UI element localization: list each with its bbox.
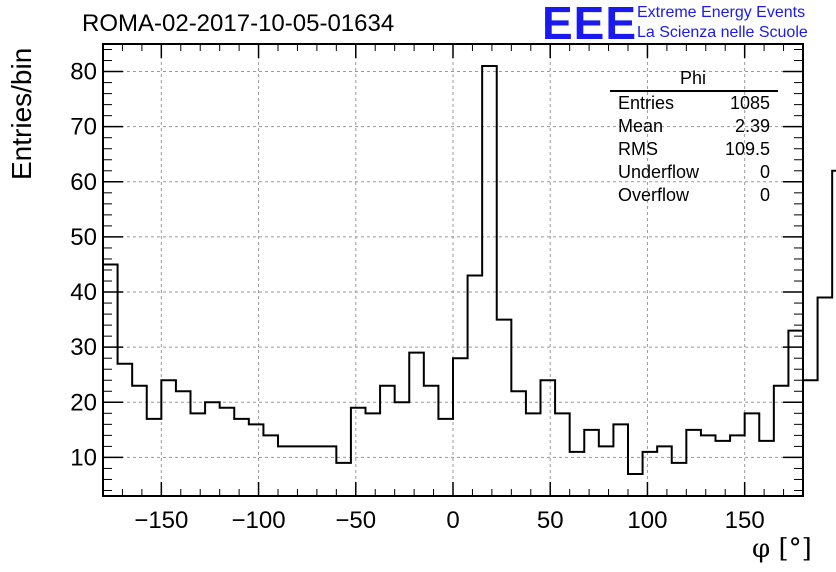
histogram-bin: [759, 441, 774, 496]
histogram-bin: [526, 413, 541, 496]
histogram-bin: [424, 386, 439, 496]
histogram-bin: [803, 380, 818, 496]
y-tick-label: 30: [70, 334, 97, 361]
logo-line-1: Extreme Energy Events: [637, 4, 806, 21]
chart-title: ROMA-02-2017-10-05-01634: [82, 10, 395, 37]
histogram-bin: [220, 408, 235, 496]
eee-logo: EEE: [542, 0, 638, 49]
y-axis-label: Entries/bin: [6, 47, 37, 180]
histogram-bin: [482, 66, 497, 496]
histogram-bin: [686, 430, 701, 496]
histogram-bin: [643, 452, 658, 496]
y-tick-label: 60: [70, 169, 97, 196]
histogram-bin: [468, 276, 483, 496]
histogram-line: [102, 65, 836, 496]
histogram-bin: [380, 386, 395, 496]
stats-box: Phi Entries 1085 Mean 2.39 RMS 109.5 Underf…: [608, 68, 778, 207]
histogram-bin: [322, 446, 337, 496]
y-tick-label: 40: [70, 279, 97, 306]
histogram-bin: [818, 298, 833, 496]
stats-value: 1085: [729, 93, 770, 113]
logo-line-2: La Scienza nelle Scuole: [637, 24, 808, 41]
stats-value: 109.5: [724, 139, 770, 159]
histogram-bin: [191, 413, 206, 496]
histogram-bin: [249, 424, 264, 496]
stats-label: Overflow: [618, 185, 690, 205]
histogram-bin: [132, 386, 147, 496]
histogram-bin: [293, 446, 308, 496]
histogram-bin: [832, 171, 836, 496]
histogram-bin: [511, 391, 526, 496]
histogram-bin: [161, 380, 176, 496]
stats-value: 2.39: [734, 116, 770, 136]
x-tick-label: −50: [335, 507, 376, 534]
x-tick-label: 50: [537, 507, 564, 534]
x-tick-label: 150: [725, 507, 765, 534]
histogram-bin: [118, 364, 133, 496]
histogram-bin: [716, 441, 731, 496]
histogram-bin: [351, 408, 366, 496]
stats-row-overflow: Overflow 0: [608, 184, 778, 207]
histogram-bin: [307, 446, 322, 496]
histogram-bin: [205, 402, 220, 496]
stats-label: RMS: [618, 139, 658, 159]
stats-value: 0: [759, 185, 770, 205]
stats-divider: [610, 90, 778, 92]
histogram-bin: [453, 358, 468, 496]
stats-row-mean: Mean 2.39: [608, 115, 778, 138]
stats-row-underflow: Underflow 0: [608, 161, 778, 184]
stats-row-entries: Entries 1085: [608, 92, 778, 115]
histogram-bin: [584, 430, 599, 496]
histogram-bin: [745, 413, 760, 496]
x-tick-label: −150: [134, 507, 188, 534]
stats-value: 0: [759, 162, 770, 182]
histogram-bin: [234, 419, 249, 496]
stats-label: Underflow: [618, 162, 700, 182]
histogram-bin: [628, 474, 643, 496]
histogram-bin: [613, 424, 628, 496]
stats-row-rms: RMS 109.5: [608, 138, 778, 161]
y-tick-label: 20: [70, 389, 97, 416]
histogram-bin: [263, 435, 278, 496]
x-tick-label: −100: [232, 507, 286, 534]
histogram-bin: [336, 463, 351, 496]
y-tick-label: 50: [70, 224, 97, 251]
x-axis-label: φ [°]: [752, 534, 812, 564]
histogram-bin: [438, 419, 453, 496]
histogram-bin: [147, 419, 162, 496]
histogram-bin: [672, 463, 687, 496]
histogram-bin: [570, 452, 585, 496]
x-tick-label: 0: [446, 507, 459, 534]
x-tick-label: 100: [627, 507, 667, 534]
histogram-bin: [541, 380, 556, 496]
histogram-bin: [366, 413, 381, 496]
y-tick-label: 80: [70, 59, 97, 86]
histogram-bin: [555, 413, 570, 496]
histogram-bin: [278, 446, 293, 496]
histogram-bin: [395, 402, 410, 496]
histogram-bin: [657, 446, 672, 496]
stats-label: Mean: [618, 116, 664, 136]
histogram-bin: [730, 435, 745, 496]
histogram-bin: [701, 435, 716, 496]
stats-label: Entries: [618, 93, 675, 113]
histogram-bin: [599, 446, 614, 496]
y-tick-label: 70: [70, 114, 97, 141]
histogram-bin: [409, 353, 424, 496]
y-tick-label: 10: [70, 444, 97, 471]
histogram-bin: [176, 391, 191, 496]
histogram-bin: [497, 320, 512, 496]
stats-title: Phi: [679, 68, 706, 88]
